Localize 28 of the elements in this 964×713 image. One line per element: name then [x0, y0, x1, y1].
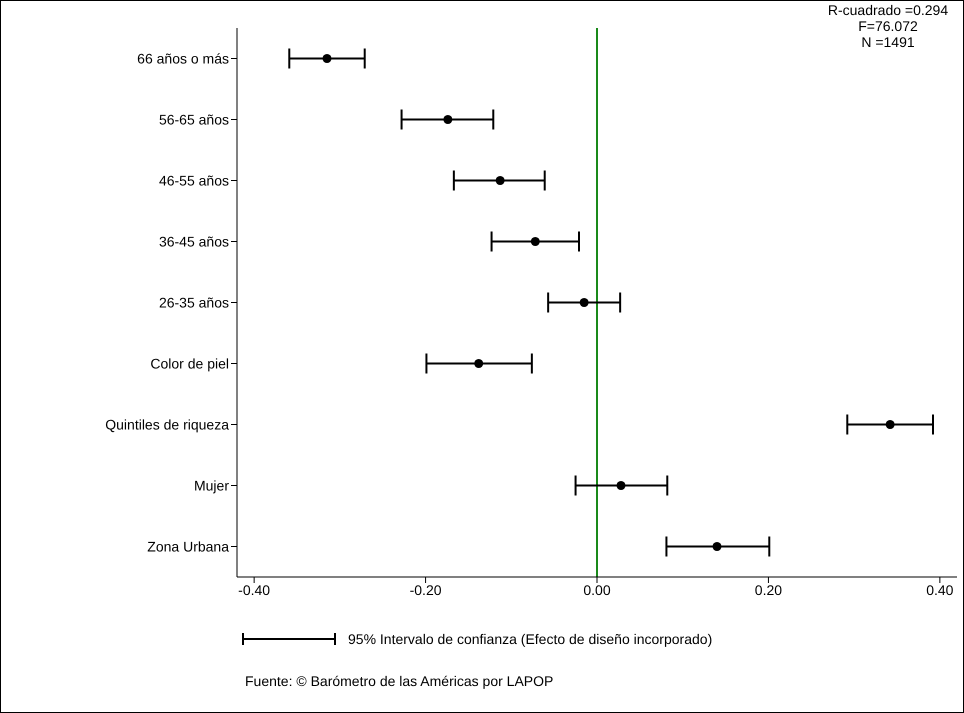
annotation: F=76.072 — [857, 18, 919, 34]
x-tick-label: 0.40 — [926, 582, 954, 598]
source-note: Fuente: © Barómetro de las Américas por LAPOP — [245, 673, 554, 689]
y-tick-label: Zona Urbana — [147, 538, 230, 554]
y-tick-label: Color de piel — [150, 355, 229, 372]
text: R-cuadrado =0.294 — [826, 2, 950, 18]
x-tick-label: -0.20 — [410, 582, 442, 598]
annotation: N =1491 — [860, 34, 916, 50]
point — [322, 54, 332, 64]
y-tick-label: Mujer — [194, 477, 230, 494]
point — [616, 480, 626, 490]
y-tick-label: 56-65 años — [158, 111, 229, 128]
y-tick-label: 66 años o más — [137, 50, 229, 66]
x-tick-label: -0.40 — [238, 582, 270, 598]
point — [443, 114, 452, 124]
text: 95% Intervalo de confianza (Efecto de diseño incorporado) — [348, 631, 712, 647]
point — [886, 420, 895, 430]
point — [474, 358, 484, 368]
y-tick-label: 46-55 años — [158, 172, 229, 188]
point — [530, 236, 540, 246]
x-tick-label: 0.20 — [754, 582, 782, 598]
y-tick-label: 26-35 años — [158, 294, 229, 310]
point — [712, 542, 722, 552]
y-tick-label: 36-45 años — [158, 233, 229, 250]
y-tick-label: Quintiles de riqueza — [105, 416, 230, 432]
point — [580, 298, 589, 308]
x-tick-label: 0.00 — [583, 582, 611, 598]
point — [496, 176, 505, 186]
